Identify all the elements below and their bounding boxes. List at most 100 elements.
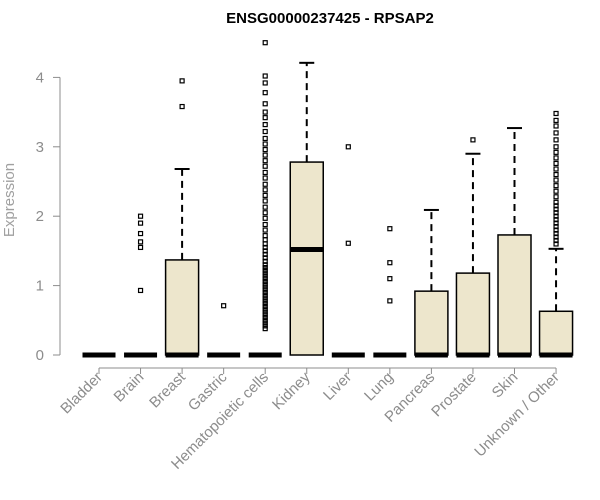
plot-layer	[82, 40, 574, 358]
outlier-point	[262, 192, 268, 198]
outlier-point	[262, 109, 268, 115]
box-body	[164, 259, 200, 356]
outlier-point	[553, 177, 559, 183]
outlier-point	[262, 146, 268, 153]
outlier-point	[553, 188, 559, 194]
outlier-point	[262, 267, 268, 273]
outlier-point	[137, 287, 144, 294]
outlier-point	[262, 295, 268, 301]
outlier-point	[137, 239, 144, 245]
x-tick-label: Bladder	[57, 369, 106, 418]
outlier-point	[262, 175, 268, 181]
outlier-point	[262, 101, 268, 107]
outlier-point	[262, 73, 268, 79]
outlier-point	[262, 276, 268, 282]
outlier-point	[262, 303, 268, 310]
outlier-point	[262, 215, 268, 221]
outlier-point	[262, 306, 268, 312]
outlier-point	[553, 110, 559, 117]
y-axis: 0 1 2 3 4	[36, 69, 61, 364]
outlier-point	[470, 137, 476, 143]
chart-title: ENSG00000237425 - RPSAP2	[226, 10, 434, 27]
outlier-point	[553, 199, 559, 205]
x-tick-label: Liver	[320, 369, 355, 404]
box-group	[164, 78, 200, 358]
box-group	[414, 208, 449, 358]
outlier-point	[553, 160, 559, 167]
outlier-point	[262, 204, 268, 210]
outlier-point	[262, 121, 268, 128]
outlier-point	[387, 226, 393, 232]
outlier-point	[553, 183, 559, 189]
outlier-point	[262, 163, 268, 169]
outlier-point	[262, 309, 268, 315]
box-group	[455, 137, 491, 358]
outlier-point	[262, 198, 268, 204]
y-tick-label: 0	[36, 347, 44, 364]
outlier-point	[262, 289, 268, 296]
x-tick-label: Prostate	[428, 369, 480, 421]
outlier-point	[345, 144, 351, 150]
outlier-point	[262, 273, 268, 279]
outlier-point	[262, 128, 268, 135]
outlier-point	[262, 187, 268, 193]
outlier-point	[179, 78, 185, 84]
outlier-point	[137, 220, 144, 226]
outlier-point	[262, 270, 268, 276]
outlier-point	[262, 227, 268, 233]
box-body	[455, 272, 491, 356]
y-axis-label: Expression	[1, 163, 18, 237]
outlier-point	[262, 80, 268, 86]
outlier-point	[387, 260, 393, 266]
box-body	[414, 290, 449, 356]
box-group	[373, 226, 407, 358]
outlier-point	[137, 244, 144, 251]
outlier-point	[262, 317, 268, 323]
box-body	[289, 161, 324, 356]
outlier-point	[262, 323, 268, 329]
outlier-point	[262, 233, 268, 239]
outlier-point	[137, 213, 144, 219]
outlier-point	[179, 103, 185, 110]
outlier-point	[262, 237, 268, 243]
outlier-point	[262, 210, 268, 216]
box-body	[497, 234, 532, 356]
x-tick-label: Kidney	[269, 368, 314, 413]
outlier-point	[262, 278, 268, 285]
outlier-point	[262, 326, 268, 332]
outlier-point	[262, 169, 268, 176]
box-group	[124, 213, 158, 358]
outlier-point	[553, 149, 559, 155]
box-group	[289, 61, 324, 356]
outlier-point	[262, 287, 268, 293]
outlier-point	[262, 320, 268, 326]
outlier-point	[553, 117, 559, 124]
box-group	[538, 110, 574, 358]
x-tick-label: Skin	[489, 369, 522, 402]
outlier-point	[262, 152, 268, 158]
box-body	[538, 310, 574, 356]
y-tick-label: 3	[36, 139, 44, 156]
outlier-point	[553, 171, 559, 178]
x-tick-label: Lung	[361, 369, 397, 405]
outlier-point	[262, 292, 268, 298]
outlier-point	[262, 301, 268, 307]
outlier-point	[553, 166, 559, 172]
y-tick-label: 1	[36, 278, 44, 295]
box-group	[331, 144, 365, 358]
outlier-point	[262, 40, 268, 46]
box-group	[497, 127, 532, 358]
outlier-point	[553, 137, 559, 143]
outlier-point	[262, 135, 268, 142]
outlier-point	[262, 90, 268, 96]
outlier-point	[262, 312, 268, 318]
outlier-point	[137, 230, 144, 237]
outlier-point	[262, 281, 268, 287]
outlier-point	[553, 144, 559, 150]
outlier-point	[387, 276, 393, 282]
outlier-point	[262, 298, 268, 304]
outlier-point	[262, 284, 268, 290]
